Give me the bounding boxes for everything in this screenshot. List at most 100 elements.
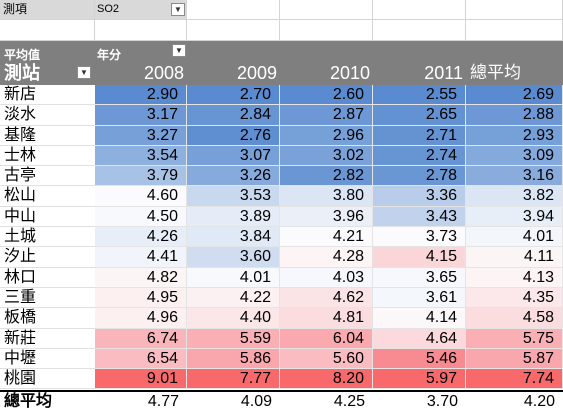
value-cell[interactable]: 2.74 xyxy=(373,145,466,167)
station-name[interactable]: 松山 xyxy=(0,186,95,207)
value-cell[interactable]: 5.97 xyxy=(373,369,466,390)
value-cell[interactable]: 5.46 xyxy=(373,348,466,370)
value-cell[interactable]: 8.20 xyxy=(280,369,373,390)
value-cell[interactable]: 3.60 xyxy=(187,247,280,268)
value-cell[interactable]: 3.17 xyxy=(95,105,187,126)
grand-total-2009[interactable]: 4.09 xyxy=(240,393,272,410)
value-cell[interactable]: 4.95 xyxy=(95,287,187,309)
value-cell[interactable]: 4.82 xyxy=(95,267,187,288)
station-name[interactable]: 淡水 xyxy=(0,105,95,126)
empty-cell[interactable] xyxy=(280,20,373,41)
value-cell[interactable]: 4.14 xyxy=(373,308,466,329)
empty-cell[interactable] xyxy=(95,20,187,41)
value-cell[interactable]: 4.81 xyxy=(280,308,373,329)
value-cell[interactable]: 4.60 xyxy=(95,186,187,207)
row-total-cell[interactable]: 4.11 xyxy=(466,247,563,268)
empty-cell[interactable] xyxy=(280,0,373,20)
grand-total-2008[interactable]: 4.77 xyxy=(147,393,179,410)
value-cell[interactable]: 2.55 xyxy=(373,85,466,106)
filter-value[interactable]: SO2 ▼ xyxy=(95,0,187,20)
station-name[interactable]: 林口 xyxy=(0,268,95,288)
value-cell[interactable]: 2.84 xyxy=(187,105,280,126)
grand-total-2010[interactable]: 4.25 xyxy=(333,393,365,410)
row-total-cell[interactable]: 2.69 xyxy=(466,85,563,106)
station-name[interactable]: 新莊 xyxy=(0,329,95,349)
value-cell[interactable]: 4.22 xyxy=(187,287,280,309)
value-cell[interactable]: 4.41 xyxy=(95,247,187,268)
value-cell[interactable]: 2.78 xyxy=(373,166,466,187)
value-cell[interactable]: 3.53 xyxy=(187,186,280,207)
value-cell[interactable]: 4.15 xyxy=(373,247,466,268)
value-cell[interactable]: 5.60 xyxy=(280,348,373,370)
value-cell[interactable]: 3.96 xyxy=(280,206,373,228)
row-total-cell[interactable]: 2.88 xyxy=(466,105,563,126)
value-cell[interactable]: 6.74 xyxy=(95,328,187,349)
value-cell[interactable]: 5.86 xyxy=(187,348,280,370)
value-cell[interactable]: 2.60 xyxy=(280,85,373,106)
value-cell[interactable]: 2.87 xyxy=(280,105,373,126)
value-cell[interactable]: 3.43 xyxy=(373,206,466,228)
value-cell[interactable]: 2.71 xyxy=(373,125,466,146)
row-total-cell[interactable]: 4.13 xyxy=(466,267,563,288)
value-cell[interactable]: 3.89 xyxy=(187,206,280,228)
row-filter-icon[interactable]: ▼ xyxy=(77,66,91,79)
empty-cell[interactable] xyxy=(373,0,466,20)
row-total-cell[interactable]: 7.74 xyxy=(466,369,563,390)
station-name[interactable]: 古亭 xyxy=(0,166,95,187)
value-cell[interactable]: 9.01 xyxy=(95,369,187,390)
grand-total-label[interactable]: 總平均 xyxy=(4,393,53,410)
value-cell[interactable]: 4.96 xyxy=(95,308,187,329)
station-name[interactable]: 新店 xyxy=(0,85,95,106)
value-cell[interactable]: 3.80 xyxy=(280,186,373,207)
empty-cell[interactable] xyxy=(466,0,563,20)
value-cell[interactable]: 4.64 xyxy=(373,328,466,349)
value-cell[interactable]: 3.36 xyxy=(373,186,466,207)
station-name[interactable]: 板橋 xyxy=(0,308,95,329)
station-name[interactable]: 桃園 xyxy=(0,369,95,390)
value-cell[interactable]: 3.84 xyxy=(187,227,280,248)
empty-cell[interactable] xyxy=(373,20,466,41)
value-cell[interactable]: 3.65 xyxy=(373,267,466,288)
value-cell[interactable]: 4.21 xyxy=(280,227,373,248)
value-cell[interactable]: 6.54 xyxy=(95,348,187,370)
grand-total-overall[interactable]: 4.20 xyxy=(523,393,555,410)
row-total-cell[interactable]: 4.01 xyxy=(466,227,563,248)
value-cell[interactable]: 2.76 xyxy=(187,125,280,146)
station-name[interactable]: 基隆 xyxy=(0,126,95,146)
station-name[interactable]: 中壢 xyxy=(0,349,95,370)
value-cell[interactable]: 2.65 xyxy=(373,105,466,126)
row-total-cell[interactable]: 2.93 xyxy=(466,125,563,146)
station-name[interactable]: 土城 xyxy=(0,227,95,248)
station-name[interactable]: 三重 xyxy=(0,288,95,309)
value-cell[interactable]: 3.07 xyxy=(187,145,280,167)
grand-total-2011[interactable]: 3.70 xyxy=(426,393,458,410)
row-total-cell[interactable]: 3.82 xyxy=(466,186,563,207)
empty-cell[interactable] xyxy=(187,20,280,41)
station-name[interactable]: 中山 xyxy=(0,207,95,228)
value-cell[interactable]: 4.01 xyxy=(187,267,280,288)
station-name[interactable]: 汐止 xyxy=(0,247,95,268)
empty-cell[interactable] xyxy=(0,20,95,41)
value-cell[interactable]: 4.62 xyxy=(280,287,373,309)
column-filter-icon[interactable]: ▼ xyxy=(172,44,186,57)
empty-cell[interactable] xyxy=(466,20,563,41)
row-total-cell[interactable]: 5.75 xyxy=(466,328,563,349)
value-cell[interactable]: 3.79 xyxy=(95,166,187,187)
row-total-cell[interactable]: 3.94 xyxy=(466,206,563,228)
value-cell[interactable]: 3.61 xyxy=(373,287,466,309)
value-cell[interactable]: 4.40 xyxy=(187,308,280,329)
value-cell[interactable]: 7.77 xyxy=(187,369,280,390)
value-cell[interactable]: 2.90 xyxy=(95,85,187,106)
row-total-cell[interactable]: 4.58 xyxy=(466,308,563,329)
value-cell[interactable]: 5.59 xyxy=(187,328,280,349)
row-total-cell[interactable]: 5.87 xyxy=(466,348,563,370)
value-cell[interactable]: 3.02 xyxy=(280,145,373,167)
empty-cell[interactable] xyxy=(187,0,280,20)
filter-dropdown-icon[interactable]: ▼ xyxy=(171,3,185,16)
value-cell[interactable]: 2.96 xyxy=(280,125,373,146)
value-cell[interactable]: 3.54 xyxy=(95,145,187,167)
value-cell[interactable]: 4.50 xyxy=(95,206,187,228)
value-cell[interactable]: 3.27 xyxy=(95,125,187,146)
station-name[interactable]: 士林 xyxy=(0,146,95,167)
row-total-cell[interactable]: 4.35 xyxy=(466,287,563,309)
